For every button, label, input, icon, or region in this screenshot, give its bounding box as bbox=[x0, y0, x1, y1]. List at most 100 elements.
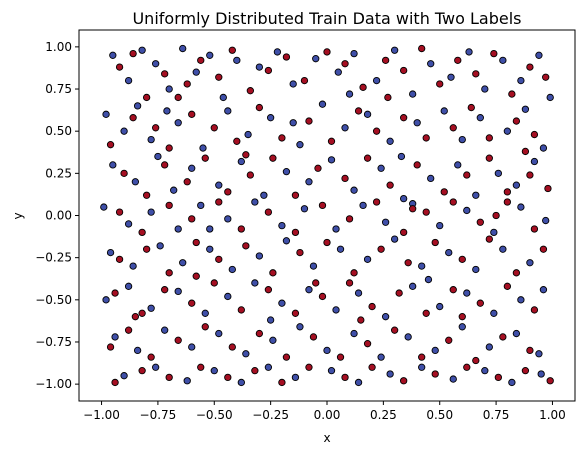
red-point bbox=[305, 117, 313, 125]
red-point bbox=[494, 373, 502, 382]
red-point bbox=[404, 259, 412, 267]
blue-point bbox=[251, 198, 259, 206]
red-point bbox=[485, 154, 493, 162]
red-point bbox=[111, 289, 119, 297]
blue-point bbox=[244, 130, 252, 139]
red-point bbox=[384, 93, 392, 102]
blue-point bbox=[508, 378, 516, 387]
red-point bbox=[197, 363, 205, 371]
red-point bbox=[242, 242, 250, 250]
red-point bbox=[400, 228, 408, 237]
red-point bbox=[458, 313, 466, 321]
blue-point bbox=[499, 245, 507, 253]
red-point bbox=[120, 169, 128, 177]
blue-point bbox=[445, 248, 453, 257]
red-point bbox=[237, 225, 245, 233]
blue-point bbox=[237, 378, 245, 387]
red-point bbox=[115, 63, 124, 71]
red-point bbox=[492, 211, 500, 220]
blue-point bbox=[400, 194, 408, 203]
blue-point bbox=[372, 76, 381, 85]
red-point bbox=[255, 329, 264, 338]
red-point bbox=[237, 306, 245, 314]
blue-point bbox=[152, 60, 160, 68]
red-point bbox=[363, 340, 372, 348]
red-point bbox=[359, 83, 367, 91]
blue-point bbox=[289, 80, 297, 88]
y-tick-label: 0.00 bbox=[45, 209, 72, 223]
blue-point bbox=[147, 208, 155, 216]
red-point bbox=[124, 326, 133, 334]
red-point bbox=[138, 228, 146, 237]
blue-point bbox=[206, 225, 214, 233]
blue-point bbox=[170, 186, 178, 194]
blue-point bbox=[334, 68, 342, 76]
blue-point bbox=[174, 119, 182, 127]
blue-point bbox=[154, 152, 162, 161]
blue-point bbox=[163, 107, 171, 115]
blue-point bbox=[481, 366, 489, 375]
blue-point bbox=[363, 255, 372, 263]
red-point bbox=[472, 356, 480, 365]
blue-point bbox=[260, 191, 268, 199]
red-point bbox=[264, 286, 273, 294]
blue-point bbox=[188, 343, 196, 351]
blue-point bbox=[147, 304, 155, 312]
blue-point bbox=[201, 309, 209, 317]
red-point bbox=[357, 316, 365, 324]
red-point bbox=[485, 134, 493, 142]
red-point bbox=[255, 103, 264, 112]
red-point bbox=[138, 366, 146, 375]
blue-point bbox=[521, 105, 530, 113]
red-point bbox=[188, 110, 196, 118]
blue-point bbox=[409, 90, 417, 98]
red-point bbox=[336, 353, 345, 361]
blue-point bbox=[224, 215, 232, 223]
red-point bbox=[341, 60, 349, 68]
blue-point bbox=[199, 144, 207, 152]
red-point bbox=[278, 134, 286, 142]
red-point bbox=[106, 141, 115, 149]
red-point bbox=[318, 292, 327, 301]
red-point bbox=[449, 198, 457, 206]
blue-point bbox=[300, 205, 309, 213]
red-point bbox=[449, 124, 457, 132]
chart-title: Uniformly Distributed Train Data with Tw… bbox=[132, 9, 521, 28]
blue-point bbox=[224, 292, 232, 301]
blue-point bbox=[517, 203, 525, 211]
red-point bbox=[228, 343, 236, 351]
red-point bbox=[305, 363, 313, 371]
x-tick-label: 0.75 bbox=[483, 408, 510, 422]
red-point bbox=[111, 378, 119, 387]
blue-point bbox=[490, 309, 498, 317]
red-point bbox=[215, 255, 223, 263]
x-tick-label: −1.00 bbox=[83, 408, 120, 422]
red-point bbox=[345, 215, 354, 223]
blue-point bbox=[309, 262, 318, 270]
red-point bbox=[215, 198, 223, 206]
blue-point bbox=[255, 252, 264, 260]
red-point bbox=[503, 282, 512, 290]
red-point bbox=[463, 171, 471, 179]
blue-point bbox=[537, 370, 545, 378]
blue-point bbox=[282, 237, 291, 245]
red-point bbox=[147, 353, 155, 361]
blue-point bbox=[124, 282, 133, 290]
red-point bbox=[476, 218, 484, 226]
red-point bbox=[269, 154, 277, 162]
red-point bbox=[341, 373, 349, 382]
y-tick-label: −0.25 bbox=[35, 251, 72, 265]
blue-point bbox=[228, 265, 236, 274]
blue-point bbox=[512, 329, 521, 338]
y-tick-label: −0.75 bbox=[35, 335, 72, 349]
red-point bbox=[395, 289, 403, 297]
blue-point bbox=[138, 46, 146, 54]
red-point bbox=[323, 48, 331, 56]
blue-point bbox=[336, 245, 345, 253]
red-point bbox=[142, 191, 151, 199]
red-point bbox=[174, 93, 182, 102]
blue-point bbox=[354, 289, 363, 297]
blue-point bbox=[296, 141, 304, 149]
red-point bbox=[368, 363, 376, 371]
red-point bbox=[400, 66, 408, 75]
